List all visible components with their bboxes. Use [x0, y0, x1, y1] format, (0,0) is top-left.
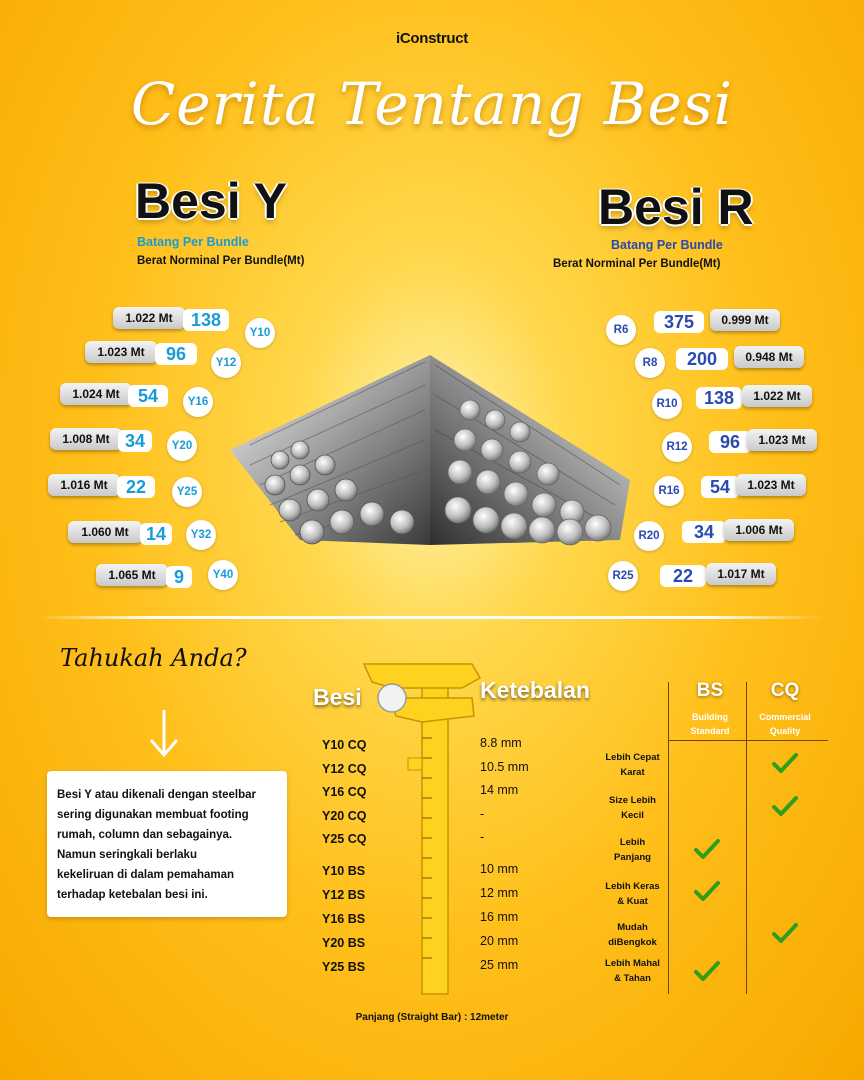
besi-y-count: 14: [140, 523, 172, 545]
besi-r-weight: 1.023 Mt: [747, 429, 817, 451]
besi-r-size: R12: [662, 432, 692, 462]
besi-r-size: R25: [608, 561, 638, 591]
bs-header: BS: [696, 680, 724, 701]
bar-code: Y20 CQ: [322, 809, 367, 823]
besi-y-count: 34: [118, 430, 152, 452]
bar-thickness: 12 mm: [480, 886, 519, 900]
bar-code: Y16 BS: [322, 912, 366, 926]
besi-y-size: Y32: [186, 520, 216, 550]
feature-label: Size Lebih Kecil: [609, 795, 656, 821]
bar-thickness: 14 mm: [480, 783, 519, 797]
brand-logo: iConstruct: [395, 30, 468, 47]
besi-r-count: 138: [696, 387, 742, 409]
besi-y-subtitle-count: Batang Per Bundle: [137, 235, 249, 249]
table-divider-vertical: [746, 682, 747, 994]
arrow-down-icon: [149, 710, 179, 758]
besi-r-count: 375: [654, 311, 704, 333]
bar-code: Y10 BS: [322, 864, 366, 878]
bar-thickness: 10.5 mm: [480, 760, 529, 774]
besi-y-size: Y16: [183, 387, 213, 417]
check-icon: [694, 961, 720, 981]
besi-r-title: Besi R: [598, 179, 754, 235]
besi-r-size: R16: [654, 476, 684, 506]
besi-y-subtitle-weight: Berat Norminal Per Bundle(Mt): [137, 255, 305, 267]
feature-label: Lebih Panjang: [614, 837, 651, 863]
besi-y-size: Y10: [245, 318, 275, 348]
feature-label: Lebih Mahal & Tahan: [605, 958, 660, 984]
page-title: Cerita Tentang Besi: [130, 70, 734, 138]
besi-y-weight: 1.008 Mt: [50, 428, 122, 450]
col-besi-header: Besi: [313, 684, 362, 710]
besi-r-weight: 0.948 Mt: [734, 346, 804, 368]
besi-r-count: 200: [676, 348, 728, 370]
besi-r-weight: 0.999 Mt: [710, 309, 780, 331]
bar-thickness: -: [480, 830, 485, 844]
check-icon: [772, 923, 798, 943]
col-ketebalan-header: Ketebalan: [480, 677, 590, 703]
besi-r-weight: 1.023 Mt: [736, 474, 806, 496]
info-heading: Tahukah Anda?: [60, 644, 247, 672]
info-box: Besi Y atau dikenali dengan steelbar ser…: [47, 771, 287, 917]
bar-code: Y20 BS: [322, 936, 366, 950]
besi-r-subtitle-weight: Berat Norminal Per Bundle(Mt): [553, 258, 721, 270]
bar-thickness: 10 mm: [480, 862, 519, 876]
bar-code: Y12 BS: [322, 888, 366, 902]
besi-r-size: R8: [635, 348, 665, 378]
bar-code: Y10 CQ: [322, 738, 367, 752]
besi-r-count: 34: [682, 521, 726, 543]
besi-y-weight: 1.023 Mt: [85, 341, 157, 363]
bar-thickness: 25 mm: [480, 958, 519, 972]
besi-y-count: 22: [117, 476, 155, 498]
besi-y-count: 96: [155, 343, 197, 365]
bs-subheader: Building Standard: [690, 712, 730, 736]
table-divider-vertical: [668, 682, 669, 994]
length-note: Panjang (Straight Bar) : 12meter: [355, 1012, 509, 1023]
section-divider: [35, 616, 825, 619]
caliper-icon: [362, 663, 482, 995]
check-icon: [772, 753, 798, 773]
besi-r-count: 22: [660, 565, 706, 587]
check-icon: [772, 796, 798, 816]
besi-y-weight: 1.024 Mt: [60, 383, 132, 405]
besi-r-weight: 1.006 Mt: [724, 519, 794, 541]
cq-header: CQ: [770, 680, 800, 701]
besi-r-subtitle-count: Batang Per Bundle: [611, 238, 723, 252]
besi-y-size: Y20: [167, 431, 197, 461]
bar-thickness: 16 mm: [480, 910, 519, 924]
check-icon: [694, 881, 720, 901]
besi-r-count: 54: [701, 476, 739, 498]
besi-y-title: Besi Y: [135, 173, 287, 229]
feature-label: Lebih Cepat Karat: [605, 752, 660, 778]
besi-y-count: 138: [183, 309, 229, 331]
besi-r-weight: 1.022 Mt: [742, 385, 812, 407]
besi-y-size: Y40: [208, 560, 238, 590]
besi-y-size: Y12: [211, 348, 241, 378]
info-text: Besi Y atau dikenali dengan steelbar ser…: [57, 789, 256, 901]
table-divider-horizontal: [668, 740, 828, 741]
bar-code: Y25 BS: [322, 960, 366, 974]
steel-bars-illustration: [230, 355, 630, 546]
bar-thickness: 20 mm: [480, 934, 519, 948]
besi-r-weight: 1.017 Mt: [706, 563, 776, 585]
feature-label: Lebih Keras & Kuat: [605, 881, 660, 907]
besi-r-count: 96: [709, 431, 751, 453]
feature-label: Mudah diBengkok: [608, 922, 657, 948]
bar-thickness: -: [480, 807, 485, 821]
besi-r-size: R6: [606, 315, 636, 345]
besi-y-count: 9: [166, 566, 192, 588]
cq-subheader: Commercial Quality: [759, 712, 811, 736]
besi-r-size: R10: [652, 389, 682, 419]
besi-y-weight: 1.022 Mt: [113, 307, 185, 329]
besi-y-weight: 1.060 Mt: [68, 521, 142, 543]
check-icon: [694, 839, 720, 859]
bar-code: Y25 CQ: [322, 832, 367, 846]
bar-thickness: 8.8 mm: [480, 736, 522, 750]
bar-code: Y12 CQ: [322, 762, 367, 776]
besi-y-weight: 1.016 Mt: [48, 474, 120, 496]
besi-r-size: R20: [634, 521, 664, 551]
besi-y-count: 54: [128, 385, 168, 407]
besi-y-weight: 1.065 Mt: [96, 564, 168, 586]
bar-code: Y16 CQ: [322, 785, 367, 799]
besi-y-size: Y25: [172, 477, 202, 507]
